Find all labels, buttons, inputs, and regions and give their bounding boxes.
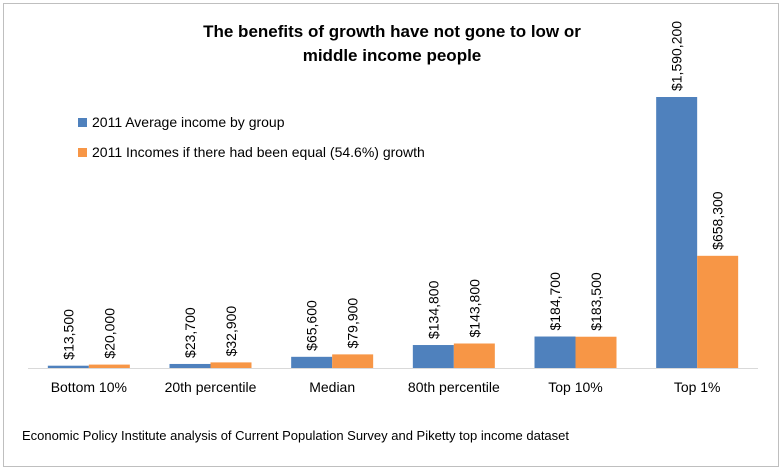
data-label-1-2: $65,600 xyxy=(304,300,320,351)
x-tick-label-3: 80th percentile xyxy=(408,379,500,395)
bar-1-2 xyxy=(291,356,333,368)
bar-1-1 xyxy=(169,363,211,368)
bar-1-3 xyxy=(412,345,454,368)
bar-2-0 xyxy=(88,364,130,368)
bar-1-5 xyxy=(656,97,698,368)
legend-item-series-1: 2011 Average income by group xyxy=(78,113,285,131)
data-label-2-3: $143,800 xyxy=(466,279,482,338)
data-label-1-4: $184,700 xyxy=(547,272,563,331)
bar-2-4 xyxy=(575,336,617,368)
data-label-1-0: $13,500 xyxy=(60,309,76,360)
legend-label-series-2: 2011 Incomes if there had been equal (54… xyxy=(92,144,425,160)
bar-1-0 xyxy=(47,365,89,368)
x-tick-label-2: Median xyxy=(309,379,355,395)
chart-frame xyxy=(3,3,779,467)
chart-title: The benefits of growth have not gone to … xyxy=(0,20,784,68)
x-tick-label-5: Top 1% xyxy=(674,379,721,395)
data-label-1-1: $23,700 xyxy=(182,307,198,358)
data-label-1-3: $134,800 xyxy=(425,280,441,339)
legend-swatch-series-1 xyxy=(78,117,87,127)
bar-2-2 xyxy=(332,354,374,368)
bar-2-1 xyxy=(210,362,252,368)
bar-2-5 xyxy=(697,255,739,368)
data-label-2-5: $658,300 xyxy=(710,191,726,250)
x-tick-label-0: Bottom 10% xyxy=(51,379,127,395)
legend-label-series-1: 2011 Average income by group xyxy=(92,114,285,130)
data-label-2-0: $20,000 xyxy=(101,308,117,359)
data-label-2-2: $79,900 xyxy=(345,298,361,349)
chart-title-line-1: The benefits of growth have not gone to … xyxy=(203,22,581,41)
data-label-1-5: $1,590,200 xyxy=(669,21,685,91)
bar-1-4 xyxy=(534,336,576,368)
x-tick-label-1: 20th percentile xyxy=(165,379,257,395)
legend-swatch-series-2 xyxy=(78,147,87,157)
x-tick-label-4: Top 10% xyxy=(548,379,602,395)
chart-title-line-2: middle income people xyxy=(302,46,482,65)
source-note: Economic Policy Institute analysis of Cu… xyxy=(22,428,570,443)
data-label-2-1: $32,900 xyxy=(223,306,239,357)
bar-2-3 xyxy=(453,343,495,368)
legend-item-series-2: 2011 Incomes if there had been equal (54… xyxy=(78,143,425,161)
data-label-2-4: $183,500 xyxy=(588,272,604,331)
